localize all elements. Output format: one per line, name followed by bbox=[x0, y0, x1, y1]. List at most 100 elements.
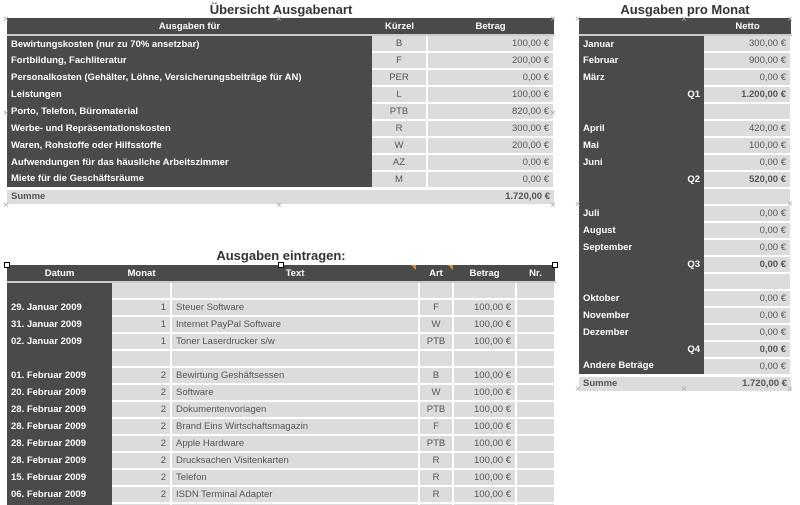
month-cell[interactable]: 2 bbox=[112, 452, 172, 470]
expense-code[interactable]: PER bbox=[372, 69, 428, 87]
month-value[interactable]: 0,00 € bbox=[704, 307, 792, 325]
number-cell[interactable] bbox=[516, 367, 556, 385]
resize-handle[interactable]: × bbox=[3, 200, 9, 211]
date-cell[interactable]: 28. Februar 2009 bbox=[7, 418, 112, 435]
expense-category[interactable]: Werbe- und Repräsentationskosten bbox=[7, 120, 372, 137]
header-text[interactable]: Text bbox=[171, 265, 419, 283]
expense-amount[interactable]: 200,00 € bbox=[427, 52, 555, 70]
text-cell[interactable]: Brand Eins Wirtschaftsmagazin bbox=[171, 418, 420, 436]
resize-handle[interactable]: × bbox=[787, 199, 793, 210]
date-cell[interactable]: 28. Februar 2009 bbox=[7, 401, 112, 418]
month-cell[interactable]: 2 bbox=[112, 469, 172, 487]
amount-cell[interactable]: 100,00 € bbox=[453, 503, 517, 505]
amount-cell[interactable] bbox=[453, 350, 517, 368]
expense-code[interactable]: L bbox=[372, 86, 428, 104]
month-cell[interactable] bbox=[112, 350, 172, 368]
type-cell[interactable] bbox=[419, 350, 454, 368]
month-cell[interactable]: 2 bbox=[112, 367, 172, 385]
month-cell[interactable]: 2 bbox=[112, 401, 172, 419]
resize-handle[interactable]: × bbox=[3, 14, 9, 25]
selection-handle[interactable] bbox=[278, 262, 284, 268]
number-cell[interactable] bbox=[516, 282, 556, 300]
amount-cell[interactable]: 100,00 € bbox=[453, 418, 517, 436]
expense-category[interactable]: Waren, Rohstoffe oder Hilfsstoffe bbox=[7, 137, 372, 154]
comment-marker[interactable] bbox=[411, 265, 416, 270]
header-ausgaben-fuer[interactable]: Ausgaben für bbox=[7, 18, 372, 36]
resize-handle[interactable]: × bbox=[575, 14, 581, 25]
expense-category[interactable]: Miete für die Geschäftsräume bbox=[7, 171, 372, 188]
text-cell[interactable] bbox=[171, 350, 420, 368]
date-cell[interactable]: 02. Januar 2009 bbox=[7, 333, 112, 350]
month-value[interactable]: 0,00 € bbox=[704, 290, 792, 308]
resize-handle[interactable]: × bbox=[575, 199, 581, 210]
expense-code[interactable]: R bbox=[372, 120, 428, 138]
expense-amount[interactable]: 0,00 € bbox=[427, 154, 555, 172]
text-cell[interactable]: Software bbox=[171, 384, 420, 402]
expense-code[interactable]: AZ bbox=[372, 154, 428, 172]
header-datum[interactable]: Datum bbox=[7, 265, 112, 283]
number-cell[interactable] bbox=[516, 384, 556, 402]
month-value[interactable]: 100,00 € bbox=[704, 137, 792, 155]
number-cell[interactable] bbox=[516, 333, 556, 351]
month-cell[interactable] bbox=[112, 282, 172, 300]
type-cell[interactable]: R bbox=[419, 486, 454, 504]
number-cell[interactable] bbox=[516, 401, 556, 419]
amount-cell[interactable] bbox=[453, 282, 517, 300]
header-monat[interactable]: Monat bbox=[112, 265, 171, 283]
month-cell[interactable]: 1 bbox=[112, 316, 172, 334]
date-cell[interactable]: 29. Januar 2009 bbox=[7, 299, 112, 316]
quarter-total[interactable]: 1.200,00 € bbox=[704, 86, 792, 104]
header-betrag[interactable]: Betrag bbox=[453, 265, 516, 283]
quarter-total[interactable]: 0,00 € bbox=[704, 256, 792, 274]
number-cell[interactable] bbox=[516, 435, 556, 453]
month-value[interactable]: 900,00 € bbox=[704, 52, 792, 70]
month-value[interactable] bbox=[704, 273, 792, 291]
header-netto[interactable]: Netto bbox=[704, 18, 791, 36]
date-cell[interactable] bbox=[7, 282, 112, 299]
amount-cell[interactable]: 100,00 € bbox=[453, 333, 517, 351]
text-cell[interactable]: Steuer Software bbox=[171, 299, 420, 317]
amount-cell[interactable]: 100,00 € bbox=[453, 435, 517, 453]
expense-code[interactable]: W bbox=[372, 137, 428, 155]
resize-handle[interactable]: × bbox=[3, 108, 9, 119]
month-value[interactable] bbox=[704, 188, 792, 206]
expense-category[interactable]: Personalkosten (Gehälter, Löhne, Versich… bbox=[7, 69, 372, 86]
comment-marker[interactable] bbox=[448, 265, 453, 270]
type-cell[interactable]: W bbox=[419, 316, 454, 334]
selection-handle[interactable] bbox=[4, 262, 10, 268]
expense-amount[interactable]: 0,00 € bbox=[427, 171, 555, 189]
date-cell[interactable] bbox=[7, 350, 112, 367]
date-cell[interactable]: 28. Februar 2009 bbox=[7, 452, 112, 469]
expense-category[interactable]: Porto, Telefon, Büromaterial bbox=[7, 103, 372, 120]
expense-category[interactable]: Bewirtungskosten (nur zu 70% ansetzbar) bbox=[7, 35, 372, 52]
quarter-total[interactable]: 0,00 € bbox=[704, 341, 792, 359]
resize-handle[interactable]: × bbox=[787, 14, 793, 25]
resize-handle[interactable]: × bbox=[550, 108, 556, 119]
month-value[interactable]: 420,00 € bbox=[704, 120, 792, 138]
text-cell[interactable]: Apple Hardware bbox=[171, 435, 420, 453]
expense-code[interactable]: F bbox=[372, 52, 428, 70]
amount-cell[interactable]: 100,00 € bbox=[453, 299, 517, 317]
expense-code[interactable]: B bbox=[372, 35, 428, 53]
month-value[interactable]: 300,00 € bbox=[704, 35, 792, 53]
month-value[interactable]: 0,00 € bbox=[704, 239, 792, 257]
date-cell[interactable]: 01. Februar 2009 bbox=[7, 367, 112, 384]
text-cell[interactable] bbox=[171, 503, 420, 505]
type-cell[interactable]: B bbox=[419, 367, 454, 385]
text-cell[interactable]: Bewirtung Geshäftsessen bbox=[171, 367, 420, 385]
month-value[interactable] bbox=[704, 103, 792, 121]
expense-amount[interactable]: 100,00 € bbox=[427, 35, 555, 53]
month-cell[interactable]: 1 bbox=[112, 333, 172, 351]
type-cell[interactable]: F bbox=[419, 299, 454, 317]
text-cell[interactable] bbox=[171, 282, 420, 300]
amount-cell[interactable]: 100,00 € bbox=[453, 452, 517, 470]
resize-handle[interactable]: × bbox=[681, 14, 687, 25]
type-cell[interactable]: R bbox=[419, 469, 454, 487]
resize-handle[interactable]: × bbox=[550, 200, 556, 211]
type-cell[interactable]: R bbox=[419, 452, 454, 470]
header-nr[interactable]: Nr. bbox=[516, 265, 555, 283]
selection-handle[interactable] bbox=[552, 262, 558, 268]
number-cell[interactable] bbox=[516, 452, 556, 470]
text-cell[interactable]: Telefon bbox=[171, 469, 420, 487]
resize-handle[interactable]: × bbox=[681, 384, 687, 395]
